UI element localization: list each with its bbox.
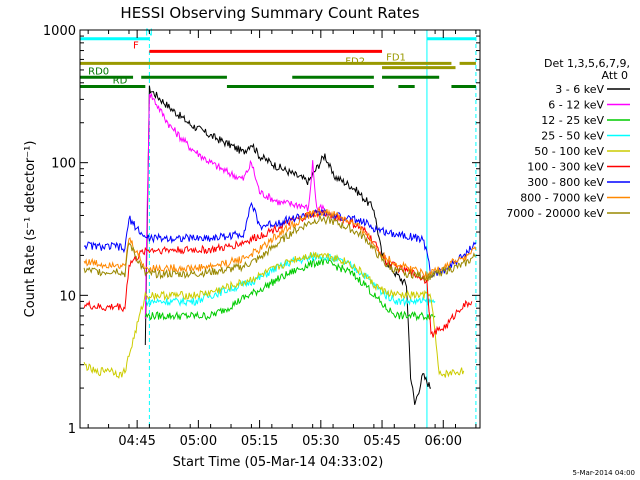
status-label-fd1: FD1 bbox=[386, 52, 406, 63]
chart-title: HESSI Observing Summary Count Rates bbox=[120, 4, 419, 22]
series-line-1 bbox=[144, 93, 325, 319]
legend-label-5: 100 - 300 keV bbox=[527, 161, 604, 174]
series-line-4 bbox=[83, 251, 465, 379]
plot-frame bbox=[79, 29, 481, 429]
legend-label-0: 3 - 6 keV bbox=[555, 83, 604, 96]
x-tick-label-1: 05:00 bbox=[180, 434, 217, 449]
legend-label-8: 7000 - 20000 keV bbox=[506, 207, 604, 220]
y-tick-label-0: 1 bbox=[68, 422, 76, 437]
series-line-7 bbox=[83, 206, 477, 280]
status-label-rd: RD bbox=[113, 76, 128, 87]
legend-label-1: 6 - 12 keV bbox=[548, 99, 604, 112]
legend: 3 - 6 keV 6 - 12 keV 12 - 25 keV 25 - 50 ke… bbox=[506, 83, 630, 220]
x-tick-label-3: 05:30 bbox=[302, 434, 339, 449]
series-line-8 bbox=[83, 214, 477, 283]
status-label-fd2: FD2 bbox=[345, 57, 365, 68]
series-line-5 bbox=[83, 208, 473, 338]
legend-label-3: 25 - 50 keV bbox=[541, 130, 604, 143]
legend-label-6: 300 - 800 keV bbox=[527, 176, 604, 189]
legend-att: Att 0 bbox=[602, 69, 628, 82]
y-tick-label-3: 1000 bbox=[43, 24, 76, 39]
footer-date: 5-Mar-2014 04:00 bbox=[573, 469, 635, 477]
x-axis-label: Start Time (05-Mar-14 04:33:02) bbox=[173, 455, 384, 470]
status-label-rd0: RD0 bbox=[88, 66, 109, 77]
y-tick-label-2: 100 bbox=[51, 157, 76, 172]
status-label-f: F bbox=[133, 40, 139, 51]
legend-label-2: 12 - 25 keV bbox=[541, 114, 604, 127]
legend-label-4: 50 - 100 keV bbox=[534, 145, 604, 158]
y-axis: 1 10 100 1000 bbox=[43, 24, 480, 437]
legend-label-7: 800 - 7000 keV bbox=[520, 192, 604, 205]
series-line-6 bbox=[83, 201, 477, 278]
x-tick-label-0: 04:45 bbox=[118, 434, 155, 449]
x-tick-label-5: 06:00 bbox=[425, 434, 462, 449]
plot-area: NFFD1FD2RD0RD bbox=[79, 28, 477, 428]
x-axis: 04:45 05:00 05:15 05:30 05:45 06:00 bbox=[87, 30, 477, 449]
y-tick-label-1: 10 bbox=[59, 289, 76, 304]
series-line-2 bbox=[144, 257, 436, 322]
y-axis-label: Count Rate (s⁻¹ detector⁻¹) bbox=[23, 141, 38, 318]
x-tick-label-4: 05:45 bbox=[363, 434, 400, 449]
x-tick-label-2: 05:15 bbox=[241, 434, 278, 449]
legend-header: Det 1,3,5,6,7,9, bbox=[544, 57, 630, 70]
